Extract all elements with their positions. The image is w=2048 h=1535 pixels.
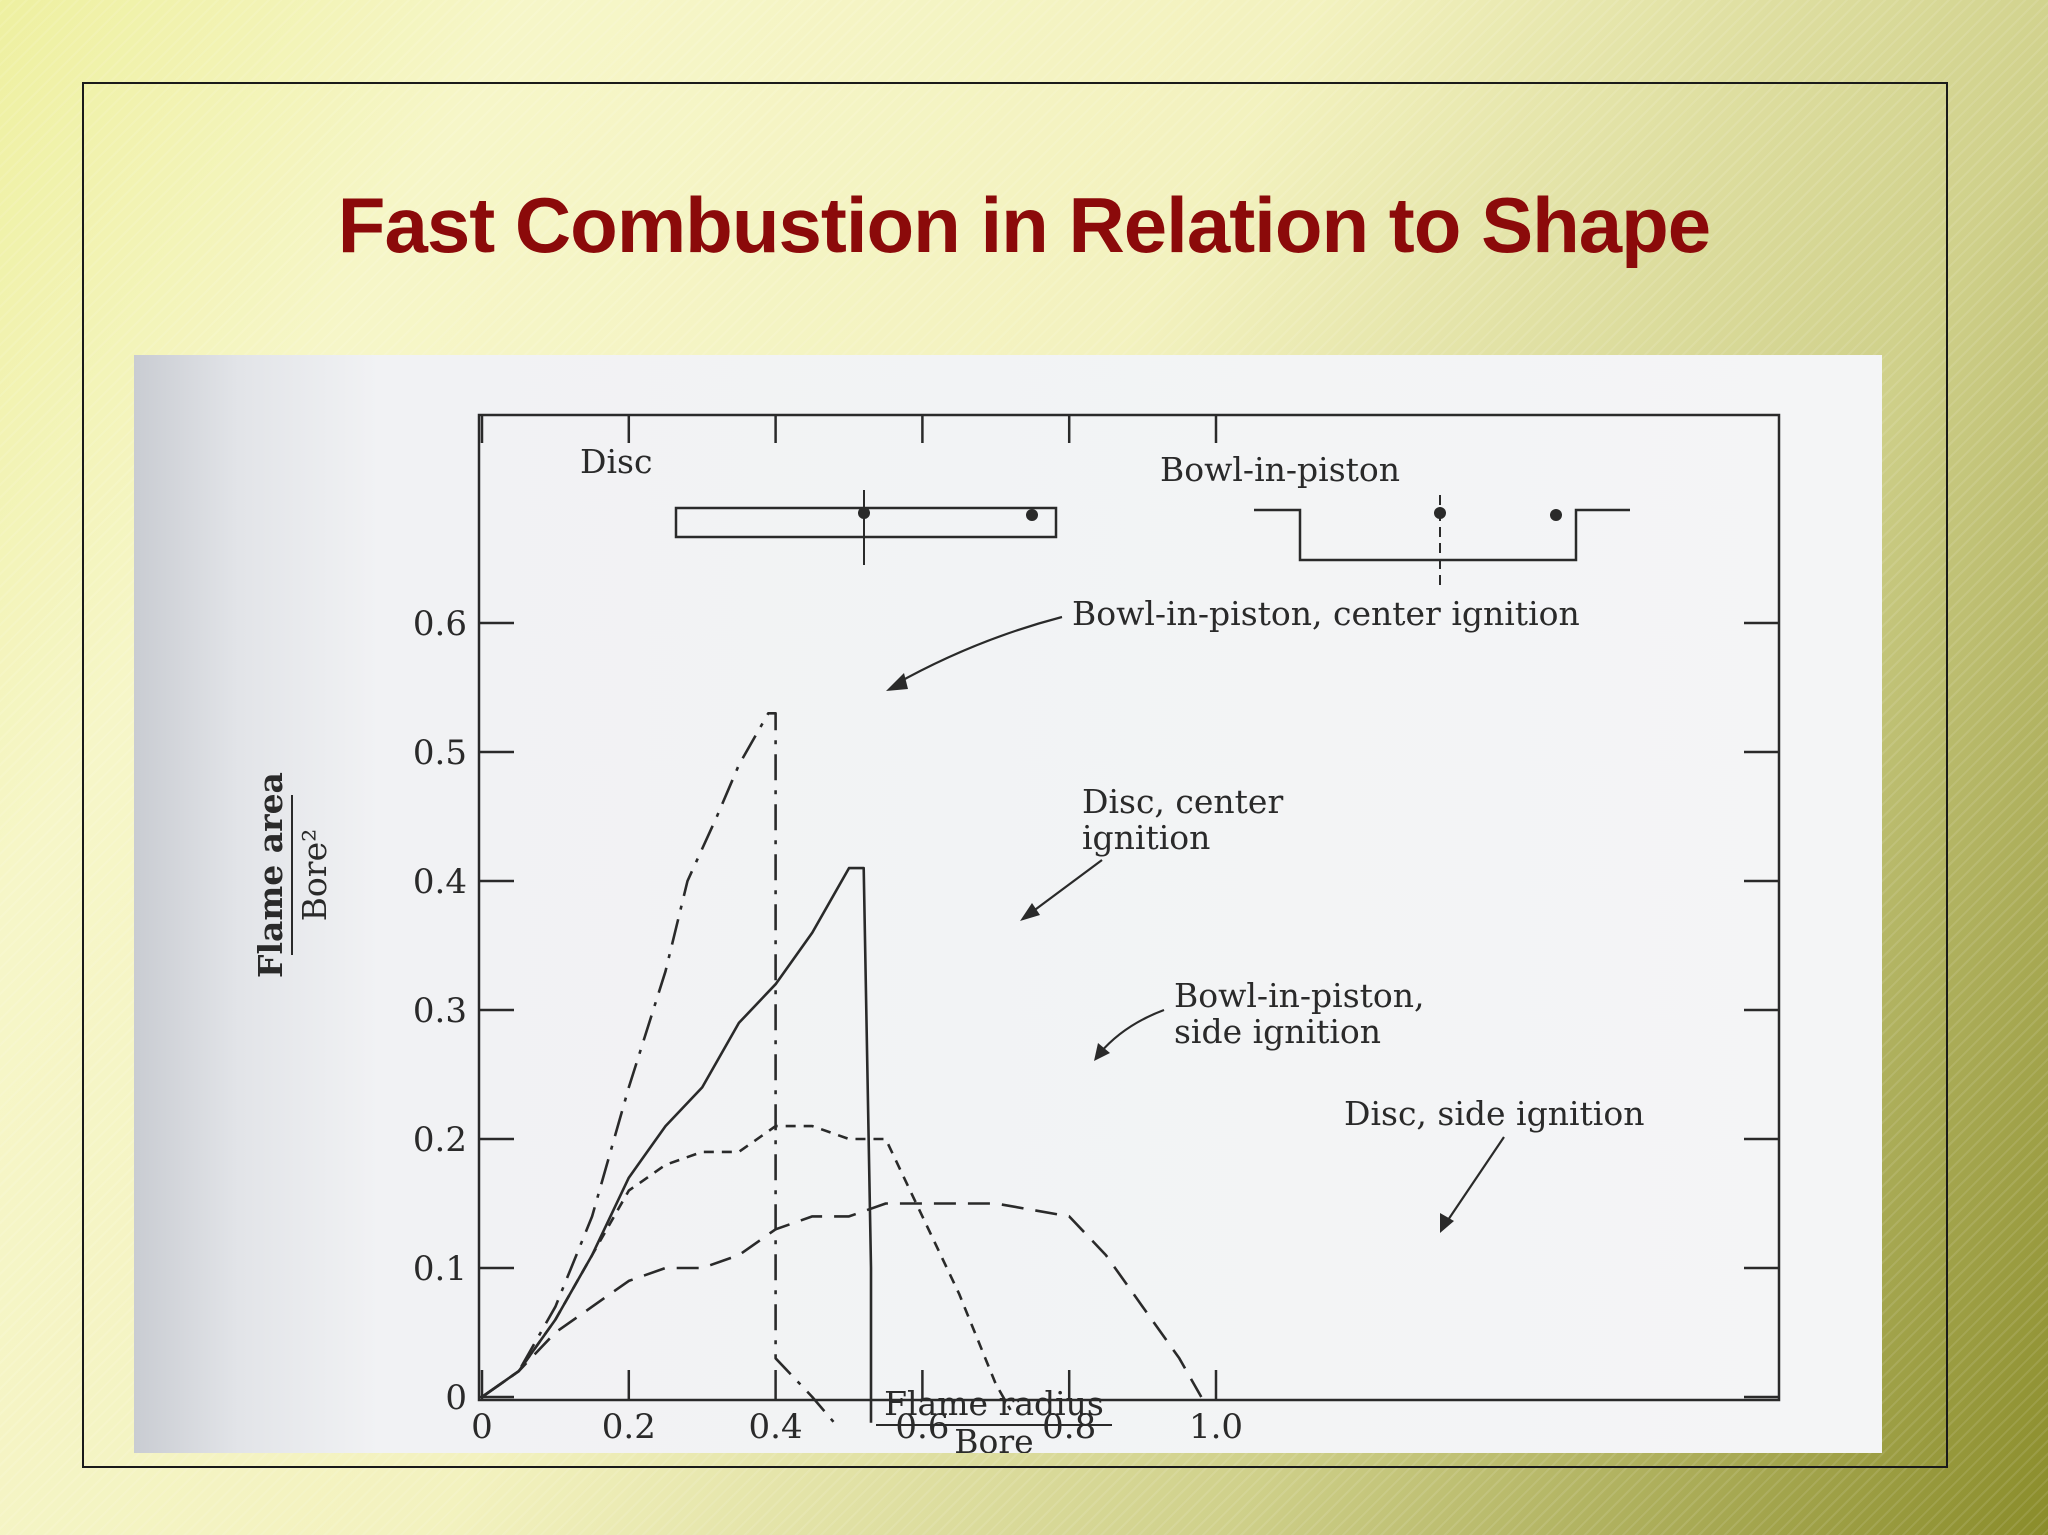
annotation-disc-center-arrowhead [1020,903,1040,921]
disc-side-spark [1026,509,1038,521]
annotation-disc-center-line2: ignition [1082,818,1210,857]
annotation-disc-side: Disc, side ignition [1344,1094,1644,1133]
y-tick-label: 0.5 [413,733,467,773]
annotation-bowl-center: Bowl-in-piston, center ignition [1072,594,1580,633]
x-tick-label: 1.0 [1189,1407,1243,1447]
bowl-chamber-shape [1254,508,1630,562]
y-axis-title: Flame area Bore² [251,772,334,978]
x-tick-label: 0.6 [895,1407,949,1447]
x-axis-title-numerator: Flame radius [884,1384,1104,1423]
disc-center-spark [858,507,870,519]
disc-inset-label: Disc [580,442,652,481]
annotation-disc-side-arrow [1445,1136,1505,1224]
annotation-bowl-side-arrow [1099,1008,1165,1054]
axes: 0 0.1 0.2 0.3 0.4 0.5 0.6 0 0.2 0.4 0.6 0.8 1.0 [413,413,1781,1447]
y-axis-title-numerator: Flame area [251,772,290,978]
bowl-inset-label: Bowl-in-piston [1160,450,1400,489]
annotation-bowl-side-line2: side ignition [1174,1012,1381,1051]
y-tick-label: 0.1 [413,1249,467,1289]
y-tick-label: 0.3 [413,991,467,1031]
disc-inset: Disc [580,442,1058,565]
series-line-0 [481,711,836,1424]
x-tick-label: 0.8 [1042,1407,1096,1447]
series-line-3 [481,1202,1203,1399]
y-tick-label: 0.2 [413,1120,467,1160]
annotation-bowl-center-arrowhead [886,673,908,691]
series-line-1 [481,866,873,1423]
annotation-bowl-side-line1: Bowl-in-piston, [1174,976,1425,1015]
series-line-2 [481,1124,1012,1411]
bowl-center-spark [1434,507,1446,519]
x-tick-label: 0.4 [749,1407,803,1447]
annotation-bowl-side-arrowhead [1094,1043,1110,1061]
annotation-disc-center-arrow [1027,859,1103,916]
y-tick-label: 0 [445,1378,467,1418]
bowl-inset: Bowl-in-piston [1160,450,1630,590]
slide-frame [82,82,1948,1468]
y-tick-label: 0.4 [413,862,467,902]
y-tick-label: 0.6 [413,604,467,644]
annotations: Bowl-in-piston, center ignition Disc, ce… [886,594,1644,1233]
annotation-bowl-center-arrow [893,615,1063,686]
annotation-disc-center-line1: Disc, center [1082,782,1283,821]
x-tick-label: 0.2 [602,1407,656,1447]
figure-scan: 0 0.1 0.2 0.3 0.4 0.5 0.6 0 0.2 0.4 0.6 0.8 1.0 Disc… [134,355,1882,1461]
plot-frame [477,413,1781,1402]
slide-title: Fast Combustion in Relation to Shape [337,181,1711,269]
y-axis-title-denominator: Bore² [295,829,334,922]
x-tick-label: 0 [471,1407,493,1447]
annotation-disc-side-arrowhead [1440,1213,1454,1233]
flame-area-chart: 0 0.1 0.2 0.3 0.4 0.5 0.6 0 0.2 0.4 0.6 0.8 1.0 Disc… [251,413,1781,1461]
x-axis-title-denominator: Bore [954,1422,1033,1453]
series-layer [481,711,1203,1424]
bowl-side-spark [1550,509,1562,521]
